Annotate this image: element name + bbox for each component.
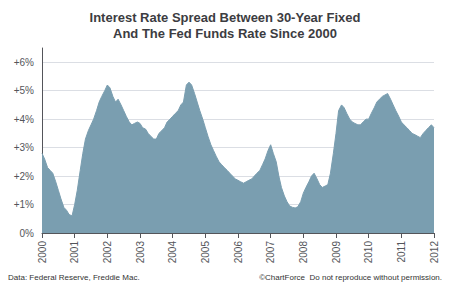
svg-text:+3%: +3% [14, 142, 34, 153]
svg-text:2001: 2001 [69, 241, 80, 264]
svg-text:+5%: +5% [14, 85, 34, 96]
svg-text:2011: 2011 [396, 241, 407, 263]
svg-text:2002: 2002 [102, 241, 113, 264]
svg-text:2003: 2003 [135, 241, 146, 264]
svg-text:0%: 0% [20, 228, 35, 239]
svg-text:+4%: +4% [14, 114, 34, 125]
svg-text:2000: 2000 [37, 241, 48, 264]
svg-text:+1%: +1% [14, 199, 34, 210]
svg-text:+6%: +6% [14, 57, 34, 68]
svg-text:2012: 2012 [429, 241, 440, 264]
svg-text:+2%: +2% [14, 171, 34, 182]
svg-text:And The Fed Funds Rate Since 2: And The Fed Funds Rate Since 2000 [113, 26, 337, 41]
svg-text:2005: 2005 [200, 241, 211, 264]
svg-text:2007: 2007 [265, 241, 276, 264]
svg-text:2008: 2008 [298, 241, 309, 264]
svg-text:2009: 2009 [331, 241, 342, 264]
svg-text:2010: 2010 [363, 241, 374, 264]
svg-text:Data: Federal Reserve, Freddie: Data: Federal Reserve, Freddie Mac. [8, 273, 140, 282]
svg-text:Interest Rate Spread Between 3: Interest Rate Spread Between 30-Year Fix… [90, 10, 361, 25]
svg-text:©ChartForce Do not reproduce: ©ChartForce Do not reproduce without per… [259, 273, 442, 282]
svg-text:2006: 2006 [233, 241, 244, 264]
svg-text:2004: 2004 [167, 241, 178, 264]
